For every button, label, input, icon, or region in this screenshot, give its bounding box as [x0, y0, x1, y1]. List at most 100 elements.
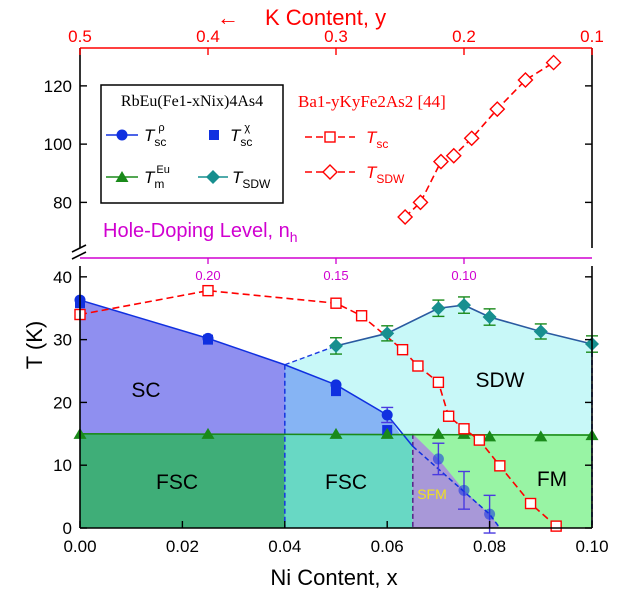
region-fsc-right [284, 433, 413, 528]
x-tick-label-5: 0.10 [575, 537, 608, 556]
boundary-sdw-start [284, 345, 337, 366]
point-ba-tsdw-0 [397, 208, 414, 225]
top-tick-label-1: 0.4 [196, 27, 220, 46]
legend-ba-tsc-label: Tsc [366, 128, 388, 151]
x-tick-label-4: 0.08 [473, 537, 506, 556]
x-tick-label-1: 0.02 [166, 537, 199, 556]
legend-ba-entries: Tsc TSDW [305, 128, 405, 186]
legend-tsc-chi-label: Tscχ [230, 122, 252, 149]
point-tsdw-5 [533, 324, 548, 339]
region-sc-sdw-overlap [284, 364, 400, 434]
y-tick-label-upper-1: 100 [44, 135, 72, 154]
point-tsc-rho-3 [381, 409, 393, 421]
x-tick-label-3: 0.06 [371, 537, 404, 556]
legend-ba-title: Ba1-yKyFe2As2 [44] [298, 92, 446, 111]
nh-tick-label-2: 0.10 [451, 268, 476, 283]
legend-rbeu-entries: Tscρ Tscχ TmEu TSDW [106, 122, 271, 191]
hole-doping-title: Hole-Doping Level, nh [103, 220, 298, 245]
top-tick-label-3: 0.2 [452, 27, 476, 46]
legend-tsc-rho-label: Tscρ [144, 122, 166, 149]
point-ba-tsdw-6 [517, 72, 534, 89]
point-ba-tsc-12 [550, 520, 562, 532]
legend-rbeu: RbEu(Fe1-xNix)4As4 Tscρ Tscχ TmEu TSDW [100, 84, 284, 204]
legend-ba-tsc-marker [324, 131, 336, 143]
region-fsc-left [80, 433, 285, 528]
point-tm-2 [329, 427, 343, 439]
point-ba-tsc-2 [330, 297, 342, 309]
point-tsdw-1 [380, 326, 395, 341]
point-tsc-chi-2 [331, 386, 341, 397]
nh-tick-label-1: 0.15 [323, 268, 348, 283]
legend-tsc-chi-marker [209, 130, 219, 140]
phase-label-fsc-right: FSC [325, 471, 367, 494]
nh-tick-label-0: 0.20 [195, 268, 220, 283]
y-axis-title: T (K) [22, 321, 47, 369]
top-tick-label-0: 0.5 [68, 27, 92, 46]
legend-ba-tsdw-label: TSDW [366, 163, 405, 186]
point-ba-tsdw-1 [412, 194, 429, 211]
phase-regions [80, 300, 592, 528]
phase-label-sdw: SDW [476, 369, 525, 392]
phase-label-fsc-left: FSC [156, 471, 198, 494]
point-ba-tsc-1 [202, 284, 214, 297]
y-tick-label-lower-0: 0 [63, 519, 72, 538]
legend-rbeu-title: RbEu(Fe1-xNix)4As4 [121, 93, 263, 110]
point-tm-1 [201, 427, 215, 439]
top-tick-label-2: 0.3 [324, 27, 348, 46]
y-tick-label-lower-3: 30 [53, 331, 72, 350]
point-ba-tsc-6 [432, 376, 445, 389]
point-tsc-rho-5 [458, 484, 470, 496]
top-axis-arrow: ← [217, 5, 239, 30]
legend-tsdw-marker [206, 170, 220, 184]
phase-label-sfm: SFM [417, 486, 447, 502]
point-ba-tsc-10 [494, 460, 506, 472]
point-ba-tsc-9 [473, 434, 486, 446]
line-tsc-fit [79, 299, 414, 447]
point-ba-tsc-5 [412, 360, 424, 372]
point-tsdw-4 [482, 310, 497, 325]
point-ba-tsc-11 [524, 497, 537, 510]
legend-ba: Ba1-yKyFe2As2 [44] Tsc TSDW [298, 92, 446, 186]
region-sdw [284, 305, 592, 434]
point-ba-tsdw-4 [463, 130, 480, 147]
point-tsdw-0 [329, 338, 343, 353]
legend-ba-tsdw-marker [322, 164, 338, 180]
point-ba-tsdw-7 [545, 54, 562, 71]
x-tick-label-0: 0.00 [63, 537, 96, 556]
point-tsdw-3 [457, 298, 471, 313]
bottom-axis-title: Ni Content, x [270, 565, 397, 589]
legend-tm-marker [115, 171, 129, 182]
point-ba-tsdw-3 [445, 147, 462, 164]
y-tick-label-lower-1: 10 [53, 456, 72, 475]
point-tsc-rho-4 [432, 453, 444, 465]
legend-tsc-rho-marker [116, 129, 128, 141]
phase-label-sc: SC [131, 379, 160, 402]
point-ba-tsc-3 [355, 310, 368, 322]
axis-ticks: 0.00 0.02 0.04 0.06 0.08 0.100.5 0.4 0.3 0.2 0.10… [44, 27, 609, 556]
legend-tsdw-label: TSDW [232, 168, 271, 191]
y-tick-label-upper-0: 80 [53, 193, 72, 212]
point-ba-tsc-7 [442, 410, 455, 422]
point-ba-tsc-4 [396, 343, 409, 356]
y-tick-label-upper-2: 120 [44, 77, 72, 96]
point-ba-tsdw-5 [489, 101, 506, 118]
phase-label-fm: FM [537, 468, 567, 491]
legend-tm-label: TmEu [144, 164, 170, 191]
y-tick-label-lower-4: 40 [53, 268, 72, 287]
point-tm-7 [534, 430, 548, 442]
point-ba-tsdw-2 [432, 153, 449, 170]
top-axis-title: K Content, y [265, 5, 386, 30]
point-tsc-chi-1 [203, 334, 213, 345]
point-tm-6 [483, 430, 497, 442]
axis-break-2 [71, 251, 87, 260]
point-tm-3 [380, 427, 394, 439]
point-tsc-rho-6 [484, 508, 496, 520]
point-tm-4 [431, 427, 445, 439]
line-ba-tsdw [404, 61, 555, 218]
axis-break-1 [71, 244, 87, 253]
top-tick-label-4: 0.1 [580, 27, 604, 46]
y-tick-label-lower-2: 20 [53, 393, 72, 412]
point-tsdw-2 [431, 301, 446, 316]
point-ba-tsc-8 [458, 423, 470, 435]
